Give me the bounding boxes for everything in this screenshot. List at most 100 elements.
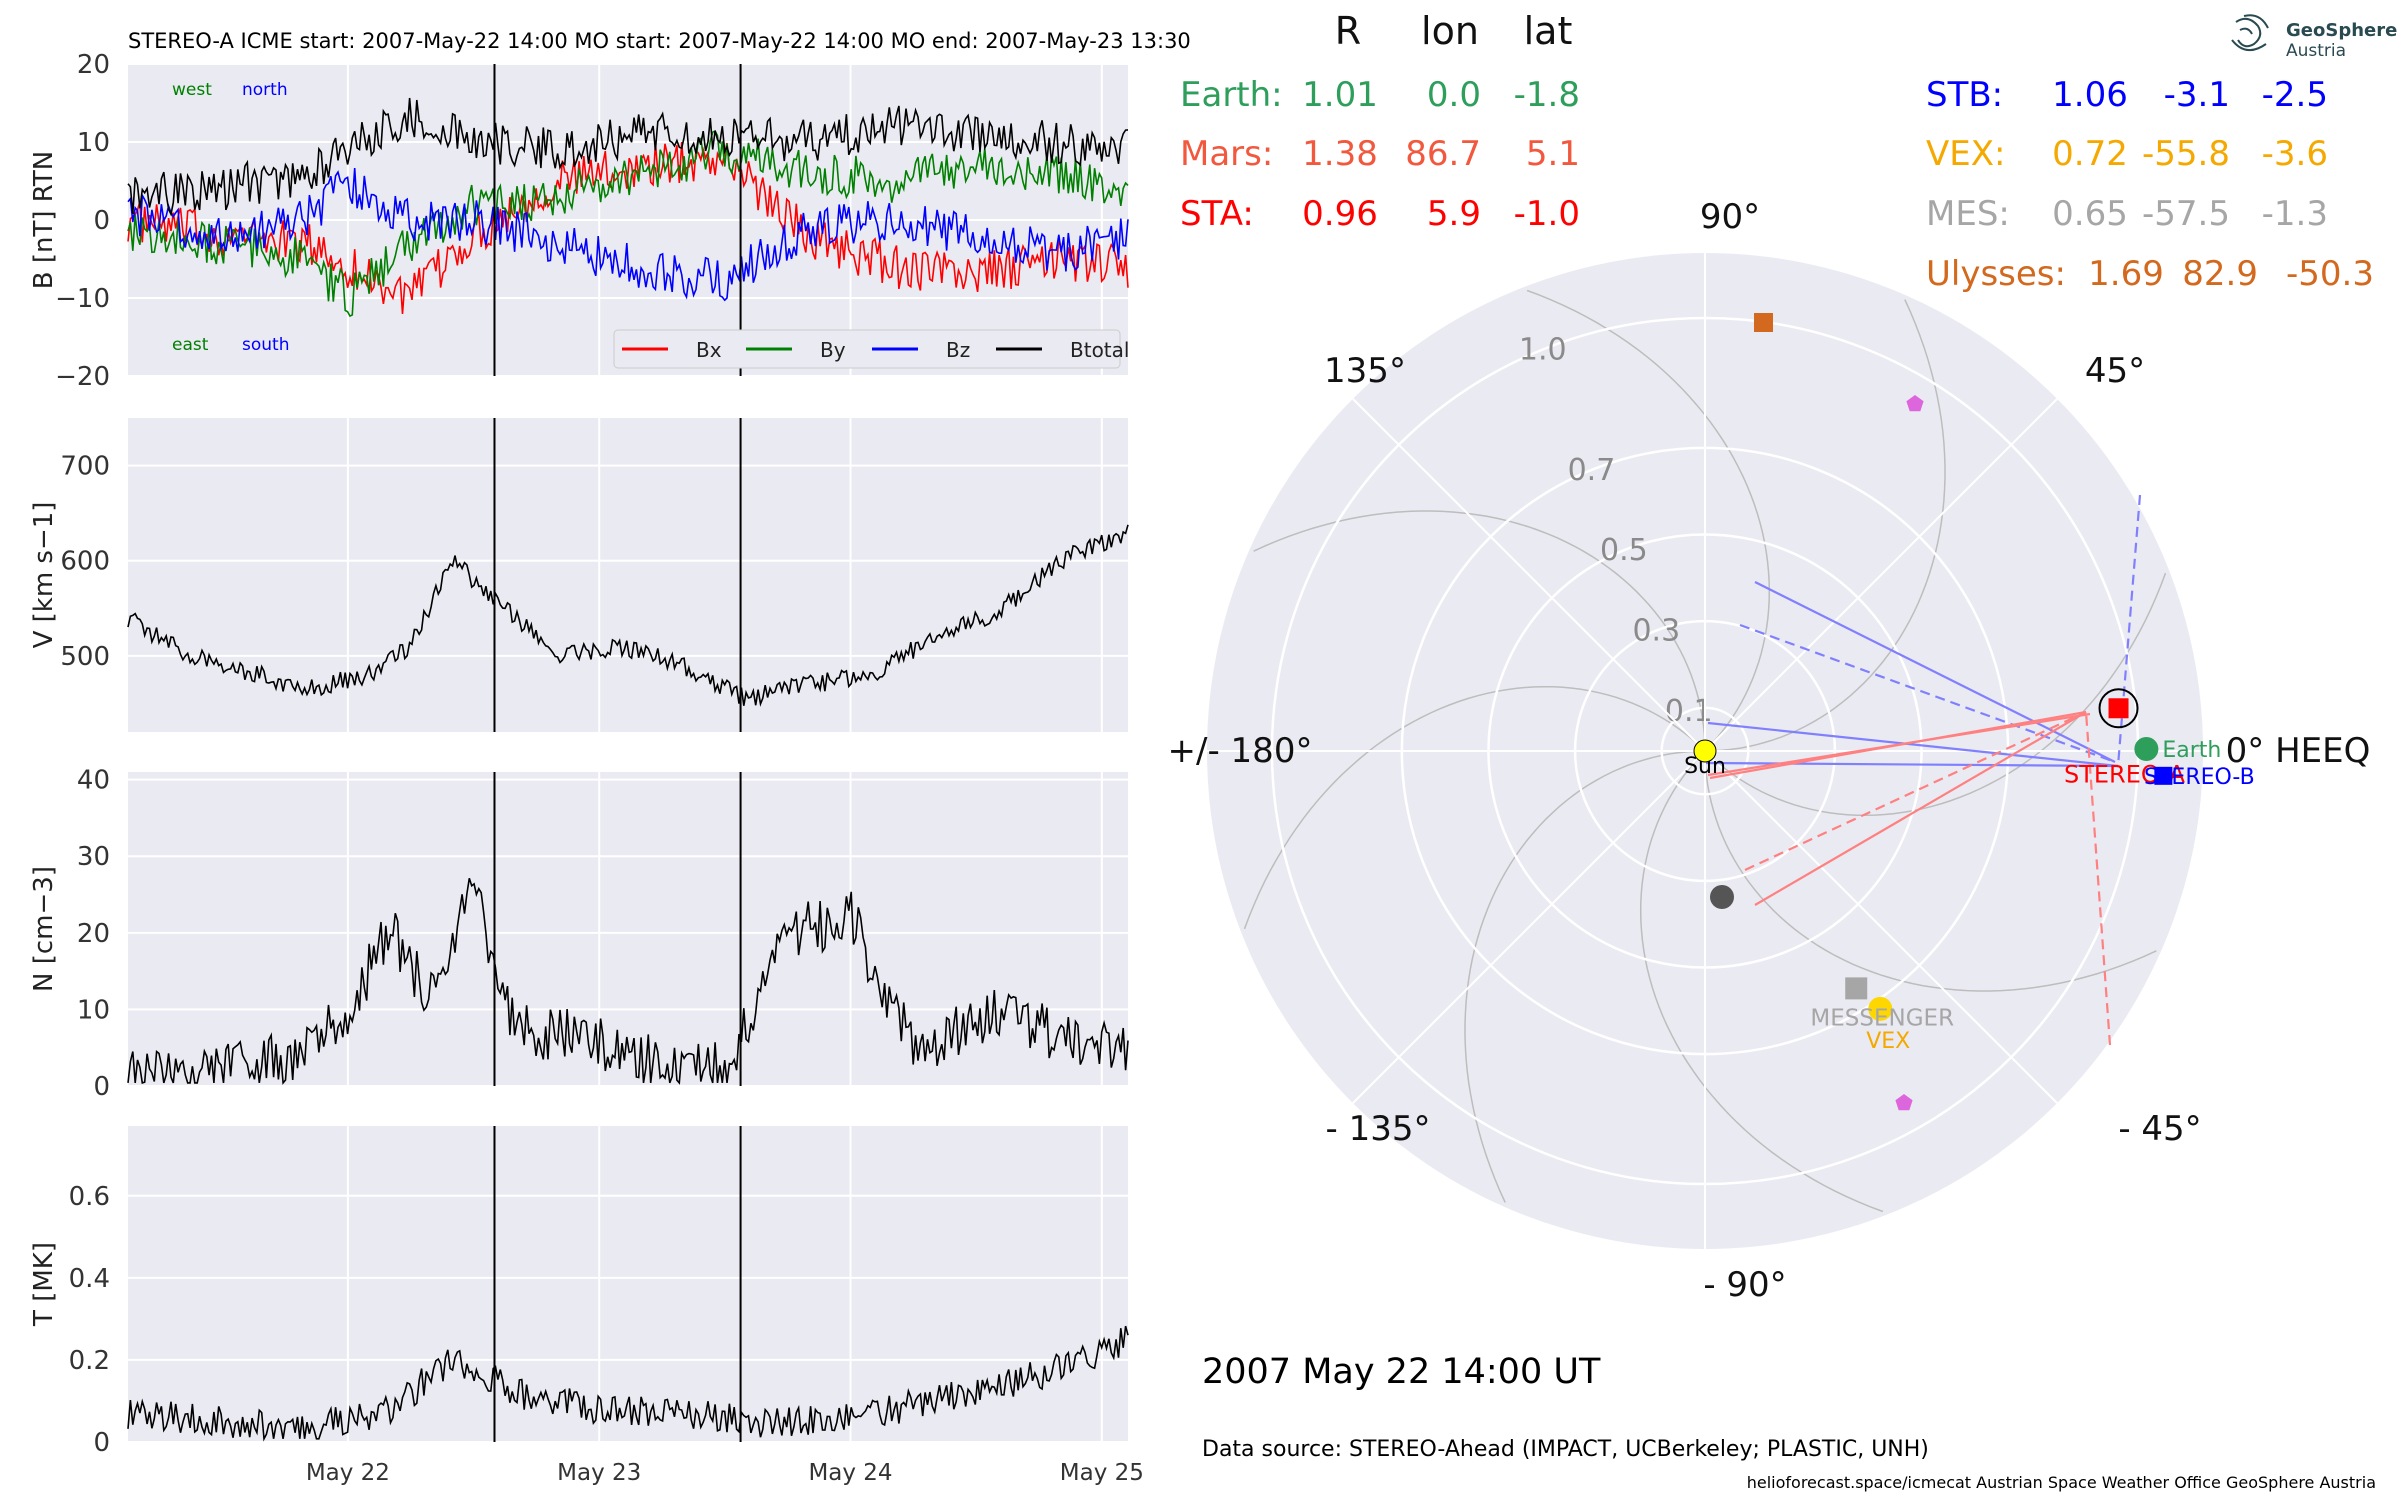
y-tick-label: −20 (55, 362, 110, 392)
vex-marker (1868, 996, 1893, 1021)
table-row-vex: VEX: 0.72 -55.8 -3.6 (1926, 134, 2328, 174)
legend-label-Btotal: Btotal (1070, 338, 1129, 362)
spiral-line (1639, 750, 1884, 1213)
row-lat: -1.8 (1514, 75, 1580, 115)
angle-label: - 90° (1703, 1265, 1786, 1305)
x-tick-label: May 25 (1060, 1460, 1144, 1486)
ulysses-marker (1754, 313, 1773, 332)
row-lat: -3.6 (2262, 134, 2328, 174)
row-name: Earth: (1180, 75, 1283, 115)
spiral-line (1526, 289, 1771, 752)
Bx-line (127, 141, 1129, 315)
y-tick-label: 0 (93, 206, 110, 236)
r-tick-label: 0.3 (1632, 614, 1680, 649)
series-line (127, 1325, 1129, 1442)
row-lat: -1.0 (1514, 194, 1580, 234)
logo-line2: Austria (2286, 41, 2346, 61)
field-line (1744, 711, 2087, 871)
row-lon: 0.0 (1427, 75, 1481, 115)
y-tick-label: 0.4 (69, 1264, 110, 1294)
messenger-label: MESSENGER (1810, 1005, 1954, 1031)
probe-marker-upper (1906, 395, 1924, 412)
field-line (1707, 721, 2119, 768)
field-line (1754, 711, 2087, 906)
spiral-line (1704, 572, 2167, 817)
field-line (1754, 581, 2116, 763)
angle-label: +/- 180° (1168, 731, 1313, 771)
field-line (1739, 623, 2116, 764)
panel-background (128, 772, 1128, 1086)
source-text: Data source: STEREO-Ahead (IMPACT, UCBer… (1202, 1437, 1929, 1462)
x-tick-label: May 24 (808, 1460, 892, 1486)
angle-label: 45° (2085, 351, 2145, 391)
row-r: 1.06 (2052, 75, 2128, 115)
series-line (127, 878, 1129, 1085)
earth-marker (2134, 737, 2159, 761)
spiral-line (1253, 510, 1706, 752)
annotation-south: south (242, 335, 289, 355)
y-tick-label: 40 (77, 766, 110, 796)
y-axis-label: T [MK] (29, 1242, 59, 1327)
row-lat: -50.3 (2286, 254, 2374, 294)
credits-text: helioforecast.space/icmecat Austrian Spa… (1747, 1473, 2376, 1492)
vex-label: VEX (1866, 1029, 1910, 1054)
stereo-b-label: STEREO-B (2144, 765, 2255, 790)
spiral-line (1704, 750, 2157, 992)
radial-spoke (1704, 750, 2058, 1104)
panel-background (128, 418, 1128, 732)
row-lon: 82.9 (2182, 254, 2258, 294)
y-tick-label: 500 (60, 642, 110, 672)
row-lon: -55.8 (2142, 134, 2230, 174)
spiral-line (1243, 685, 1706, 930)
table-row-stb: STB: 1.06 -3.1 -2.5 (1926, 75, 2328, 115)
panel-3: 40 30 20 10 0 N [cm−3] (29, 766, 1129, 1102)
logo-line1: GeoSphere (2286, 20, 2397, 41)
angle-label: - 135° (1326, 1109, 1431, 1149)
legend-box (613, 329, 1121, 369)
spiral-line (1704, 299, 1946, 752)
angle-label: - 45° (2118, 1109, 2201, 1149)
row-r: 1.01 (1302, 75, 1378, 115)
field-line (1707, 712, 2091, 777)
angle-label: 90° (1700, 197, 1760, 237)
row-name: VEX: (1926, 134, 2006, 174)
y-tick-label: 10 (77, 995, 110, 1025)
sun-marker (1693, 739, 1717, 763)
stereo-a-marker (2108, 698, 2129, 719)
row-r: 1.69 (2088, 254, 2164, 294)
stereo-a-ring (2098, 688, 2139, 729)
table-header-R: R (1335, 9, 1361, 53)
Bz-line (127, 167, 1129, 302)
annotation-north: north (242, 80, 288, 100)
row-r: 1.38 (1302, 134, 1378, 174)
annotation-east: east (172, 335, 209, 355)
y-tick-label: 0.6 (69, 1182, 110, 1212)
table-header-lat: lat (1524, 9, 1573, 53)
legend-label-Bx: Bx (696, 338, 722, 362)
date-text: 2007 May 22 14:00 UT (1202, 1352, 1601, 1392)
sun-label: Sun (1684, 754, 1726, 779)
panel-4: 0.6 0.4 0.2 0 T [MK] May 22 May 23 May 24 May 25 (29, 1126, 1144, 1486)
table-row-earth: Earth: 1.01 0.0 -1.8 (1180, 75, 1580, 115)
table-header-lon: lon (1421, 9, 1479, 53)
y-tick-label: 0 (93, 1428, 110, 1458)
row-r: 0.72 (2052, 134, 2128, 174)
row-lon: 86.7 (1405, 134, 1481, 174)
Btotal-line (127, 97, 1129, 217)
y-tick-label: 600 (60, 547, 110, 577)
row-lat: -1.3 (2262, 194, 2328, 234)
y-axis-label: N [cm−3] (29, 866, 59, 992)
row-name: STB: (1926, 75, 2003, 115)
geosphere-logo: GeoSphere Austria (2231, 14, 2397, 61)
row-r: 0.65 (2052, 194, 2128, 234)
r-tick-label: 1.0 (1519, 332, 1567, 367)
y-tick-label: 20 (77, 919, 110, 949)
r-tick-label: 0.5 (1600, 533, 1648, 568)
row-name: STA: (1180, 194, 1254, 234)
radial-spoke (1352, 750, 1706, 1104)
row-lon: -3.1 (2164, 75, 2230, 115)
panel-1: 20 10 0 −10 −20 B [nT] RTN (29, 50, 1129, 392)
